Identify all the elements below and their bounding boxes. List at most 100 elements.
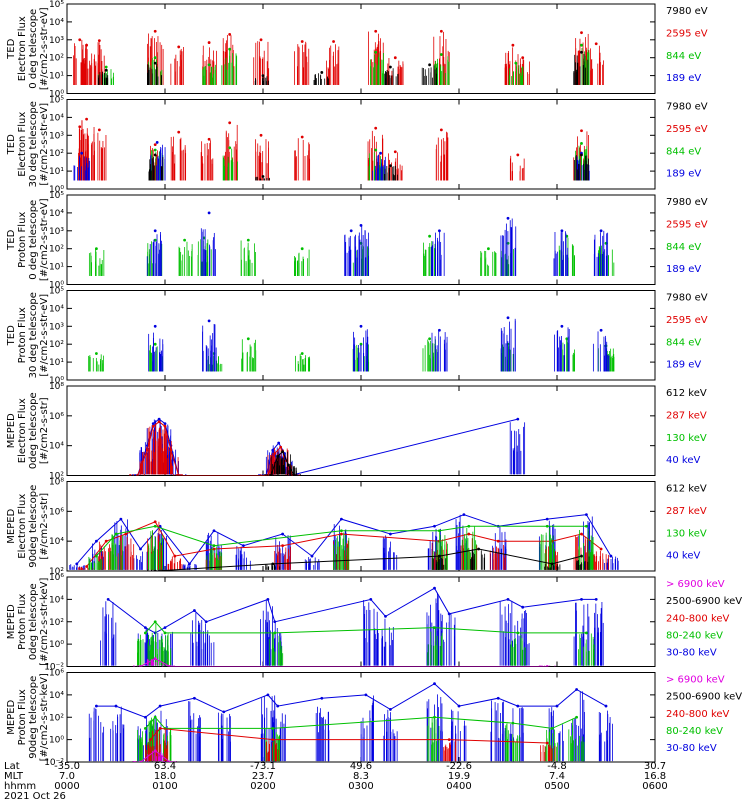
legend-entry: 7980 eV [666, 102, 708, 113]
x-tick-label: 18.0 [154, 771, 176, 782]
y-tick-label: 10⁶ [49, 669, 64, 679]
legend-entry: 844 eV [666, 146, 701, 157]
data-point [359, 342, 363, 346]
data-point [428, 337, 431, 341]
legend-entry: 30-80 keV [666, 648, 717, 659]
y-tick-label: 10⁰ [49, 376, 64, 386]
data-point [207, 63, 211, 67]
data-point [153, 29, 157, 33]
series-line [149, 727, 548, 744]
data-point [439, 29, 443, 33]
y-tick-label: 10⁴ [49, 209, 64, 219]
y-axis-label: [#/cm2-s-str] [39, 493, 50, 560]
legend-entry: 2500-6900 keV [666, 692, 742, 703]
data-point [78, 38, 82, 42]
y-tick-label: 10⁰ [49, 281, 64, 291]
legend-entry: 189 eV [666, 73, 701, 84]
y-axis-label: [#/cm2-s-str-eV] [39, 7, 50, 90]
x-tick-label: 49.6 [350, 761, 372, 772]
y-axis-label: [#/cm2-s-str-keV] [39, 578, 50, 666]
data-point [374, 148, 378, 152]
y-tick-label: 10⁴ [49, 537, 64, 547]
date-label: 2021 Oct 26 [4, 791, 66, 800]
y-axis-label: 0deg telescope [28, 583, 39, 660]
y-tick-label: 10² [49, 472, 64, 482]
x-row-label: MLT [4, 771, 24, 782]
data-point [506, 316, 510, 320]
data-point [560, 229, 564, 233]
panel-2: 10⁰ 10¹ 10² 10³ 10⁴ 10⁵ TED Electron Flux 30 deg… [6, 96, 708, 196]
data-point [332, 40, 335, 43]
data-point [177, 45, 181, 49]
y-tick-label: 10¹ [49, 358, 64, 368]
data-point [374, 126, 378, 130]
x-tick-label: -73.1 [250, 761, 276, 772]
data-point [80, 151, 84, 155]
y-tick-label: 10¹ [49, 72, 64, 82]
legend-entry: 844 eV [666, 51, 701, 62]
data-point [438, 229, 441, 233]
data-point [560, 324, 564, 328]
data-point [359, 324, 363, 328]
data-point [228, 121, 232, 125]
data-point [261, 74, 265, 77]
data-point [228, 33, 232, 36]
data-point [246, 238, 250, 242]
data-point [594, 42, 598, 46]
data-point [300, 40, 304, 43]
x-axis-labels: Lat -35.0 63.4 -73.1 49.6 -22.6 -4.8 30.7 MLT 7.0… [4, 761, 668, 800]
legend-entry: > 6900 keV [666, 675, 725, 686]
data-point [228, 47, 232, 51]
series-line [270, 450, 295, 476]
data-point [153, 324, 157, 328]
x-tick-label: 16.8 [644, 771, 666, 782]
data-point [153, 143, 157, 147]
data-point [428, 63, 431, 67]
legend-entry: 2595 eV [666, 28, 708, 39]
y-axis-label: MEPED [6, 413, 17, 448]
x-tick-label: 63.4 [154, 761, 176, 772]
x-tick-label: 0400 [446, 781, 471, 792]
y-tick-label: 10¹ [49, 167, 64, 177]
y-axis-label: TED [6, 134, 17, 155]
data-point [516, 153, 520, 157]
y-tick-label: 10² [49, 245, 64, 255]
legend-entry: > 6900 keV [666, 579, 725, 590]
x-tick-label: 0000 [54, 781, 79, 792]
legend-entry: 7980 eV [666, 6, 708, 17]
panel-frame [66, 3, 656, 94]
legend-entry: 287 keV [666, 410, 707, 421]
data-point [359, 224, 363, 227]
data-point [439, 53, 443, 56]
legend-entry: 2500-6900 keV [666, 596, 742, 607]
y-axis-label: Electron Flux [17, 16, 28, 81]
data-point [153, 342, 157, 346]
data-point [95, 247, 98, 251]
y-tick-label: 10⁻² [44, 663, 64, 673]
legend-entry: 2595 eV [666, 124, 708, 135]
data-point [153, 56, 157, 60]
legend-entry: 7980 eV [666, 197, 708, 208]
x-tick-label: 19.9 [448, 771, 470, 782]
data-point [320, 71, 324, 74]
series-line [145, 716, 577, 729]
data-point [153, 61, 157, 65]
y-axis-label: MEPED [6, 699, 17, 734]
y-tick-label: 10⁻² [44, 758, 64, 768]
panel-7: 10⁻² 10⁰ 10² 10⁴ 10⁶ MEPED Proton Flux 0deg tel… [6, 573, 742, 673]
y-axis-label: Electron Flux [17, 494, 28, 559]
series-line [107, 587, 597, 634]
data-point [85, 117, 88, 121]
data-point [155, 141, 159, 144]
panel-8: 10⁻² 10⁰ 10² 10⁴ 10⁶ MEPED Proton Flux 90deg te… [6, 669, 742, 769]
data-point [95, 352, 98, 355]
y-tick-label: 10² [49, 54, 64, 64]
legend-entry: 844 eV [666, 337, 701, 348]
y-axis-label: Electron Flux [17, 398, 28, 463]
y-tick-label: 10³ [49, 322, 64, 332]
legend-entry: 612 keV [666, 484, 707, 495]
data-point [300, 352, 304, 355]
legend-entry: 2595 eV [666, 219, 708, 230]
y-axis-label: 30 deg telescope [28, 101, 39, 187]
